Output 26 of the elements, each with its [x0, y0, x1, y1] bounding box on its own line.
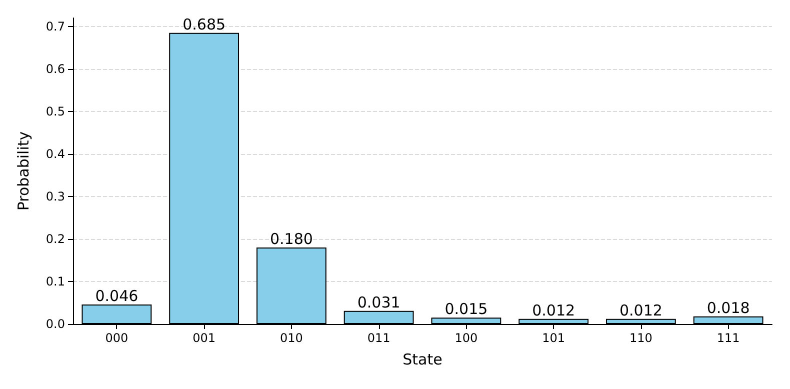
- x-tick-label: 100: [454, 331, 478, 345]
- y-tick-label: 0.6: [46, 62, 65, 76]
- x-tick-label: 110: [629, 331, 652, 345]
- y-tick-label: 0.2: [46, 232, 65, 246]
- y-tick-label: 0.7: [46, 20, 65, 34]
- y-tick-label: 0.4: [46, 147, 65, 161]
- y-tick-label: 0.5: [46, 104, 65, 118]
- x-tick-label: 011: [367, 331, 390, 345]
- x-tick-label: 111: [716, 331, 740, 345]
- data-label: 0.046: [95, 286, 138, 305]
- data-label: 0.015: [444, 300, 488, 318]
- y-tick-label: 0.1: [46, 274, 65, 288]
- x-tick-label: 001: [192, 331, 216, 345]
- x-tick-label: 101: [542, 331, 566, 345]
- data-label: 0.685: [182, 15, 226, 34]
- data-label: 0.031: [357, 293, 400, 312]
- x-tick-label: 010: [280, 331, 303, 345]
- data-label: 0.012: [532, 301, 576, 320]
- data-label: 0.018: [706, 298, 750, 317]
- y-tick-label: 0.0: [46, 317, 65, 331]
- y-tick-label: 0.3: [46, 190, 65, 204]
- data-label: 0.012: [619, 301, 662, 320]
- x-axis-title: State: [402, 350, 442, 368]
- y-axis-title: Probability: [14, 131, 32, 211]
- x-tick-label: 000: [105, 331, 128, 345]
- data-label: 0.180: [270, 230, 313, 248]
